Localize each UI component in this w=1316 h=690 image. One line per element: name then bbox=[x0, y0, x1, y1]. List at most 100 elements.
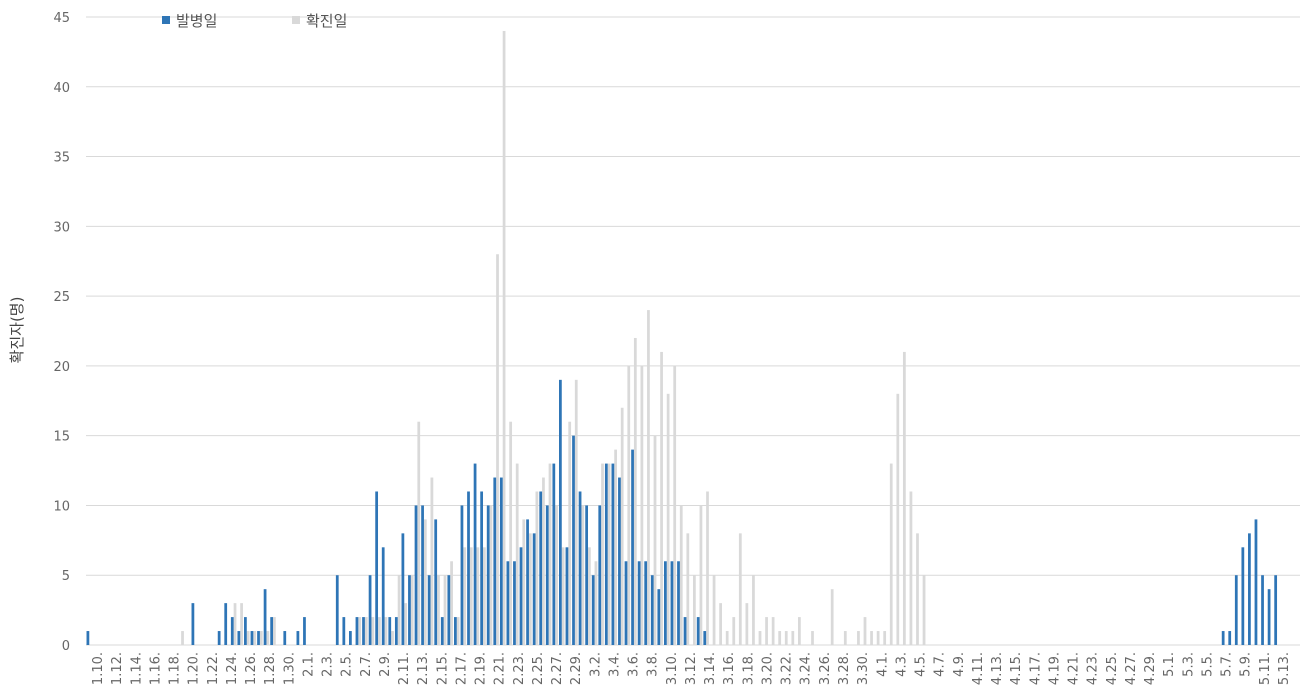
bar-confirmation-date bbox=[601, 463, 604, 645]
bar-confirmation-date bbox=[916, 533, 919, 645]
bar-onset-date bbox=[552, 463, 556, 645]
bar-confirmation-date bbox=[456, 617, 460, 645]
bar-onset-date bbox=[440, 617, 444, 645]
bar-onset-date bbox=[663, 561, 667, 645]
bar-confirmation-date bbox=[273, 617, 276, 645]
x-tick-label: 5.5. bbox=[1200, 652, 1215, 677]
x-tick-label: 2.13. bbox=[416, 652, 431, 685]
bar-onset-date bbox=[414, 505, 418, 645]
bar-onset-date bbox=[624, 561, 628, 645]
x-tick-label: 5.1. bbox=[1162, 652, 1177, 677]
y-tick-label: 35 bbox=[53, 151, 70, 166]
bar-onset-date bbox=[1221, 631, 1225, 645]
bar-confirmation-date bbox=[633, 337, 637, 645]
x-tick-label: 3.20. bbox=[760, 652, 775, 685]
bar-onset-date bbox=[388, 617, 392, 645]
bar-onset-date bbox=[493, 477, 497, 645]
bar-confirmation-date bbox=[686, 533, 690, 645]
bar-onset-date bbox=[637, 561, 641, 645]
bar-confirmation-date bbox=[371, 617, 375, 645]
bar-confirmation-date bbox=[581, 505, 585, 645]
bar-confirmation-date bbox=[594, 561, 598, 645]
y-tick-label: 40 bbox=[53, 81, 70, 96]
bar-confirmation-date bbox=[528, 533, 532, 645]
bar-confirmation-date bbox=[607, 463, 611, 645]
bar-confirmation-date bbox=[778, 631, 782, 645]
bar-confirmation-date bbox=[909, 491, 913, 645]
x-tick-label: 4.5. bbox=[914, 652, 929, 677]
bar-confirmation-date bbox=[358, 617, 362, 645]
series-onset-date-bars bbox=[86, 379, 1278, 645]
bar-confirmation-date bbox=[548, 463, 552, 645]
x-tick-label: 3.8. bbox=[646, 652, 661, 677]
bar-onset-date bbox=[486, 505, 490, 645]
bar-confirmation-date bbox=[870, 631, 873, 645]
legend-swatch-onset bbox=[162, 16, 170, 24]
bar-confirmation-date bbox=[922, 575, 926, 645]
x-tick-label: 4.17. bbox=[1028, 652, 1043, 685]
bar-onset-date bbox=[1228, 631, 1232, 645]
y-tick-label: 25 bbox=[53, 290, 70, 305]
bar-onset-date bbox=[657, 589, 661, 645]
bar-confirmation-date bbox=[555, 505, 558, 645]
legend-label-onset: 발병일 bbox=[176, 12, 217, 30]
bar-confirmation-date bbox=[542, 477, 545, 645]
x-tick-label: 4.11. bbox=[971, 652, 986, 685]
x-tick-label: 3.30. bbox=[856, 652, 871, 685]
x-tick-label: 3.2. bbox=[588, 652, 603, 677]
bar-confirmation-date bbox=[535, 491, 539, 645]
bar-onset-date bbox=[696, 617, 700, 645]
bar-confirmation-date bbox=[647, 310, 650, 645]
bar-confirmation-date bbox=[266, 631, 270, 645]
bar-confirmation-date bbox=[666, 393, 670, 645]
bar-confirmation-date bbox=[502, 30, 506, 645]
x-tick-label: 5.7. bbox=[1220, 652, 1235, 677]
bar-confirmation-date bbox=[378, 617, 381, 645]
bar-confirmation-date bbox=[496, 254, 499, 645]
x-tick-label: 3.26. bbox=[818, 652, 833, 685]
bar-onset-date bbox=[381, 547, 385, 645]
bar-onset-date bbox=[1241, 547, 1245, 645]
bar-onset-date bbox=[559, 379, 562, 645]
bar-onset-date bbox=[513, 561, 516, 645]
bar-onset-date bbox=[427, 575, 431, 645]
bar-confirmation-date bbox=[863, 617, 867, 645]
bar-confirmation-date bbox=[758, 631, 762, 645]
bar-confirmation-date bbox=[417, 421, 421, 645]
bar-confirmation-date bbox=[574, 379, 578, 645]
y-tick-label: 10 bbox=[53, 499, 70, 514]
bar-onset-date bbox=[408, 575, 411, 645]
bar-onset-date bbox=[631, 449, 634, 645]
bar-confirmation-date bbox=[364, 617, 368, 645]
bar-onset-date bbox=[460, 505, 464, 645]
bar-confirmation-date bbox=[253, 631, 257, 645]
y-tick-label: 20 bbox=[53, 360, 70, 375]
x-tick-label: 4.25. bbox=[1105, 652, 1120, 685]
x-tick-label: 4.13. bbox=[990, 652, 1005, 685]
bar-onset-date bbox=[532, 533, 536, 645]
x-tick-label: 4.27. bbox=[1124, 652, 1139, 685]
y-tick-labels: 0 5 10 15 20 25 30 35 40 45 bbox=[53, 11, 70, 654]
bar-onset-date bbox=[1267, 589, 1271, 645]
bar-confirmation-date bbox=[561, 547, 565, 645]
bar-confirmation-date bbox=[791, 631, 795, 645]
bar-onset-date bbox=[250, 631, 254, 645]
bar-onset-date bbox=[394, 617, 398, 645]
bar-confirmation-date bbox=[765, 617, 768, 645]
bar-confirmation-date bbox=[830, 589, 834, 645]
bar-onset-date bbox=[1261, 575, 1264, 645]
bar-onset-date bbox=[224, 603, 228, 645]
bar-confirmation-date bbox=[627, 365, 631, 645]
legend: 발병일 확진일 bbox=[162, 12, 347, 30]
x-tick-label: 4.15. bbox=[1009, 652, 1024, 685]
bar-onset-date bbox=[539, 491, 543, 645]
bar-confirmation-date bbox=[902, 351, 906, 645]
x-tick-label: 1.14. bbox=[129, 652, 144, 685]
bar-confirmation-date bbox=[889, 463, 893, 645]
bar-confirmation-date bbox=[693, 575, 696, 645]
bar-confirmation-date bbox=[896, 393, 900, 645]
bar-confirmation-date bbox=[857, 631, 860, 645]
bar-confirmation-date bbox=[738, 533, 742, 645]
bar-onset-date bbox=[355, 617, 359, 645]
x-tick-label: 4.3. bbox=[894, 652, 909, 677]
